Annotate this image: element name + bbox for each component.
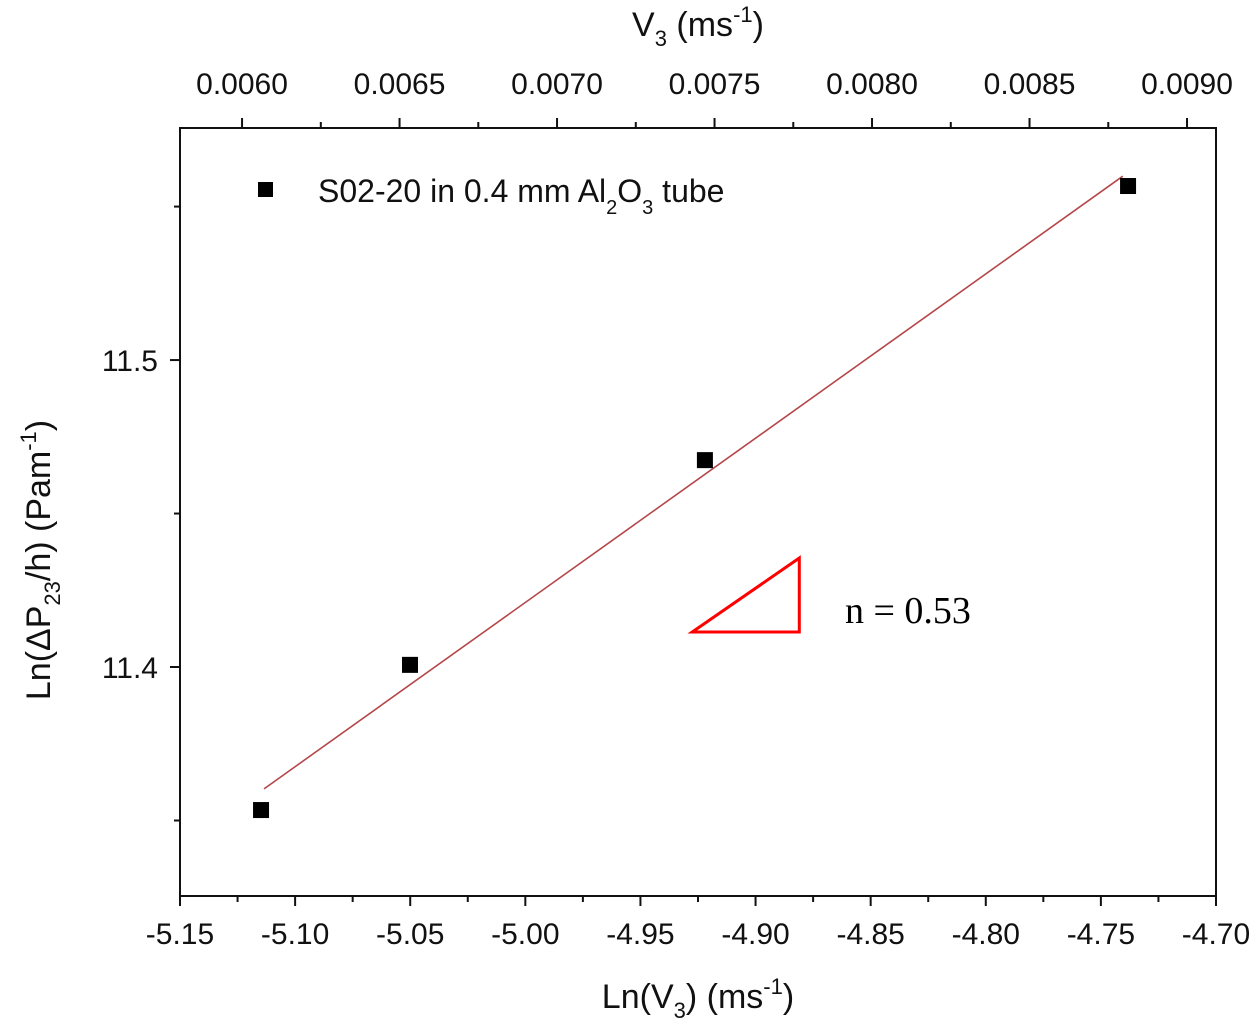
x2-tick-label: 0.0070	[511, 68, 603, 101]
data-point	[696, 452, 713, 469]
x-tick-label: -4.90	[721, 918, 789, 951]
x-axis-label: Ln(V3) (ms-1)	[602, 974, 794, 1023]
plot-frame	[179, 127, 1217, 897]
x-tick-label: -5.10	[261, 918, 329, 951]
legend-marker	[258, 182, 273, 197]
x-tick-label: -5.15	[146, 918, 214, 951]
x2-axis-label: V3 (ms-1)	[632, 2, 764, 51]
x2-tick-label: 0.0075	[669, 68, 761, 101]
x-tick-label: -5.00	[491, 918, 559, 951]
data-point	[1120, 178, 1137, 195]
x2-tick-label: 0.0085	[984, 68, 1076, 101]
svg-text:S02-20 in 0.4 mm Al2O3 tube: S02-20 in 0.4 mm Al2O3 tube	[318, 173, 724, 219]
x-tick-label: -4.70	[1182, 918, 1250, 951]
slope-triangle	[687, 555, 801, 634]
data-point	[401, 656, 418, 673]
x-tick-label: -5.05	[376, 918, 444, 951]
x2-tick-label: 0.0060	[196, 68, 288, 101]
x2-tick-label: 0.0090	[1141, 68, 1233, 101]
data-point	[253, 802, 270, 819]
y-tick-label: 11.5	[102, 345, 158, 378]
x-tick-label: -4.75	[1067, 918, 1135, 951]
annotation-slope: n = 0.53	[845, 590, 971, 632]
x-tick-label: -4.80	[952, 918, 1020, 951]
x2-tick-label: 0.0065	[354, 68, 446, 101]
legend: S02-20 in 0.4 mm Al2O3 tube	[258, 173, 724, 219]
fit-line	[263, 175, 1124, 790]
x-tick-label: -4.95	[606, 918, 674, 951]
x-tick-label: -4.85	[836, 918, 904, 951]
y-axis-label: Ln(ΔP23/h) (Pam-1)	[16, 420, 65, 700]
y-tick-label: 11.4	[102, 652, 158, 685]
x2-tick-label: 0.0080	[826, 68, 918, 101]
